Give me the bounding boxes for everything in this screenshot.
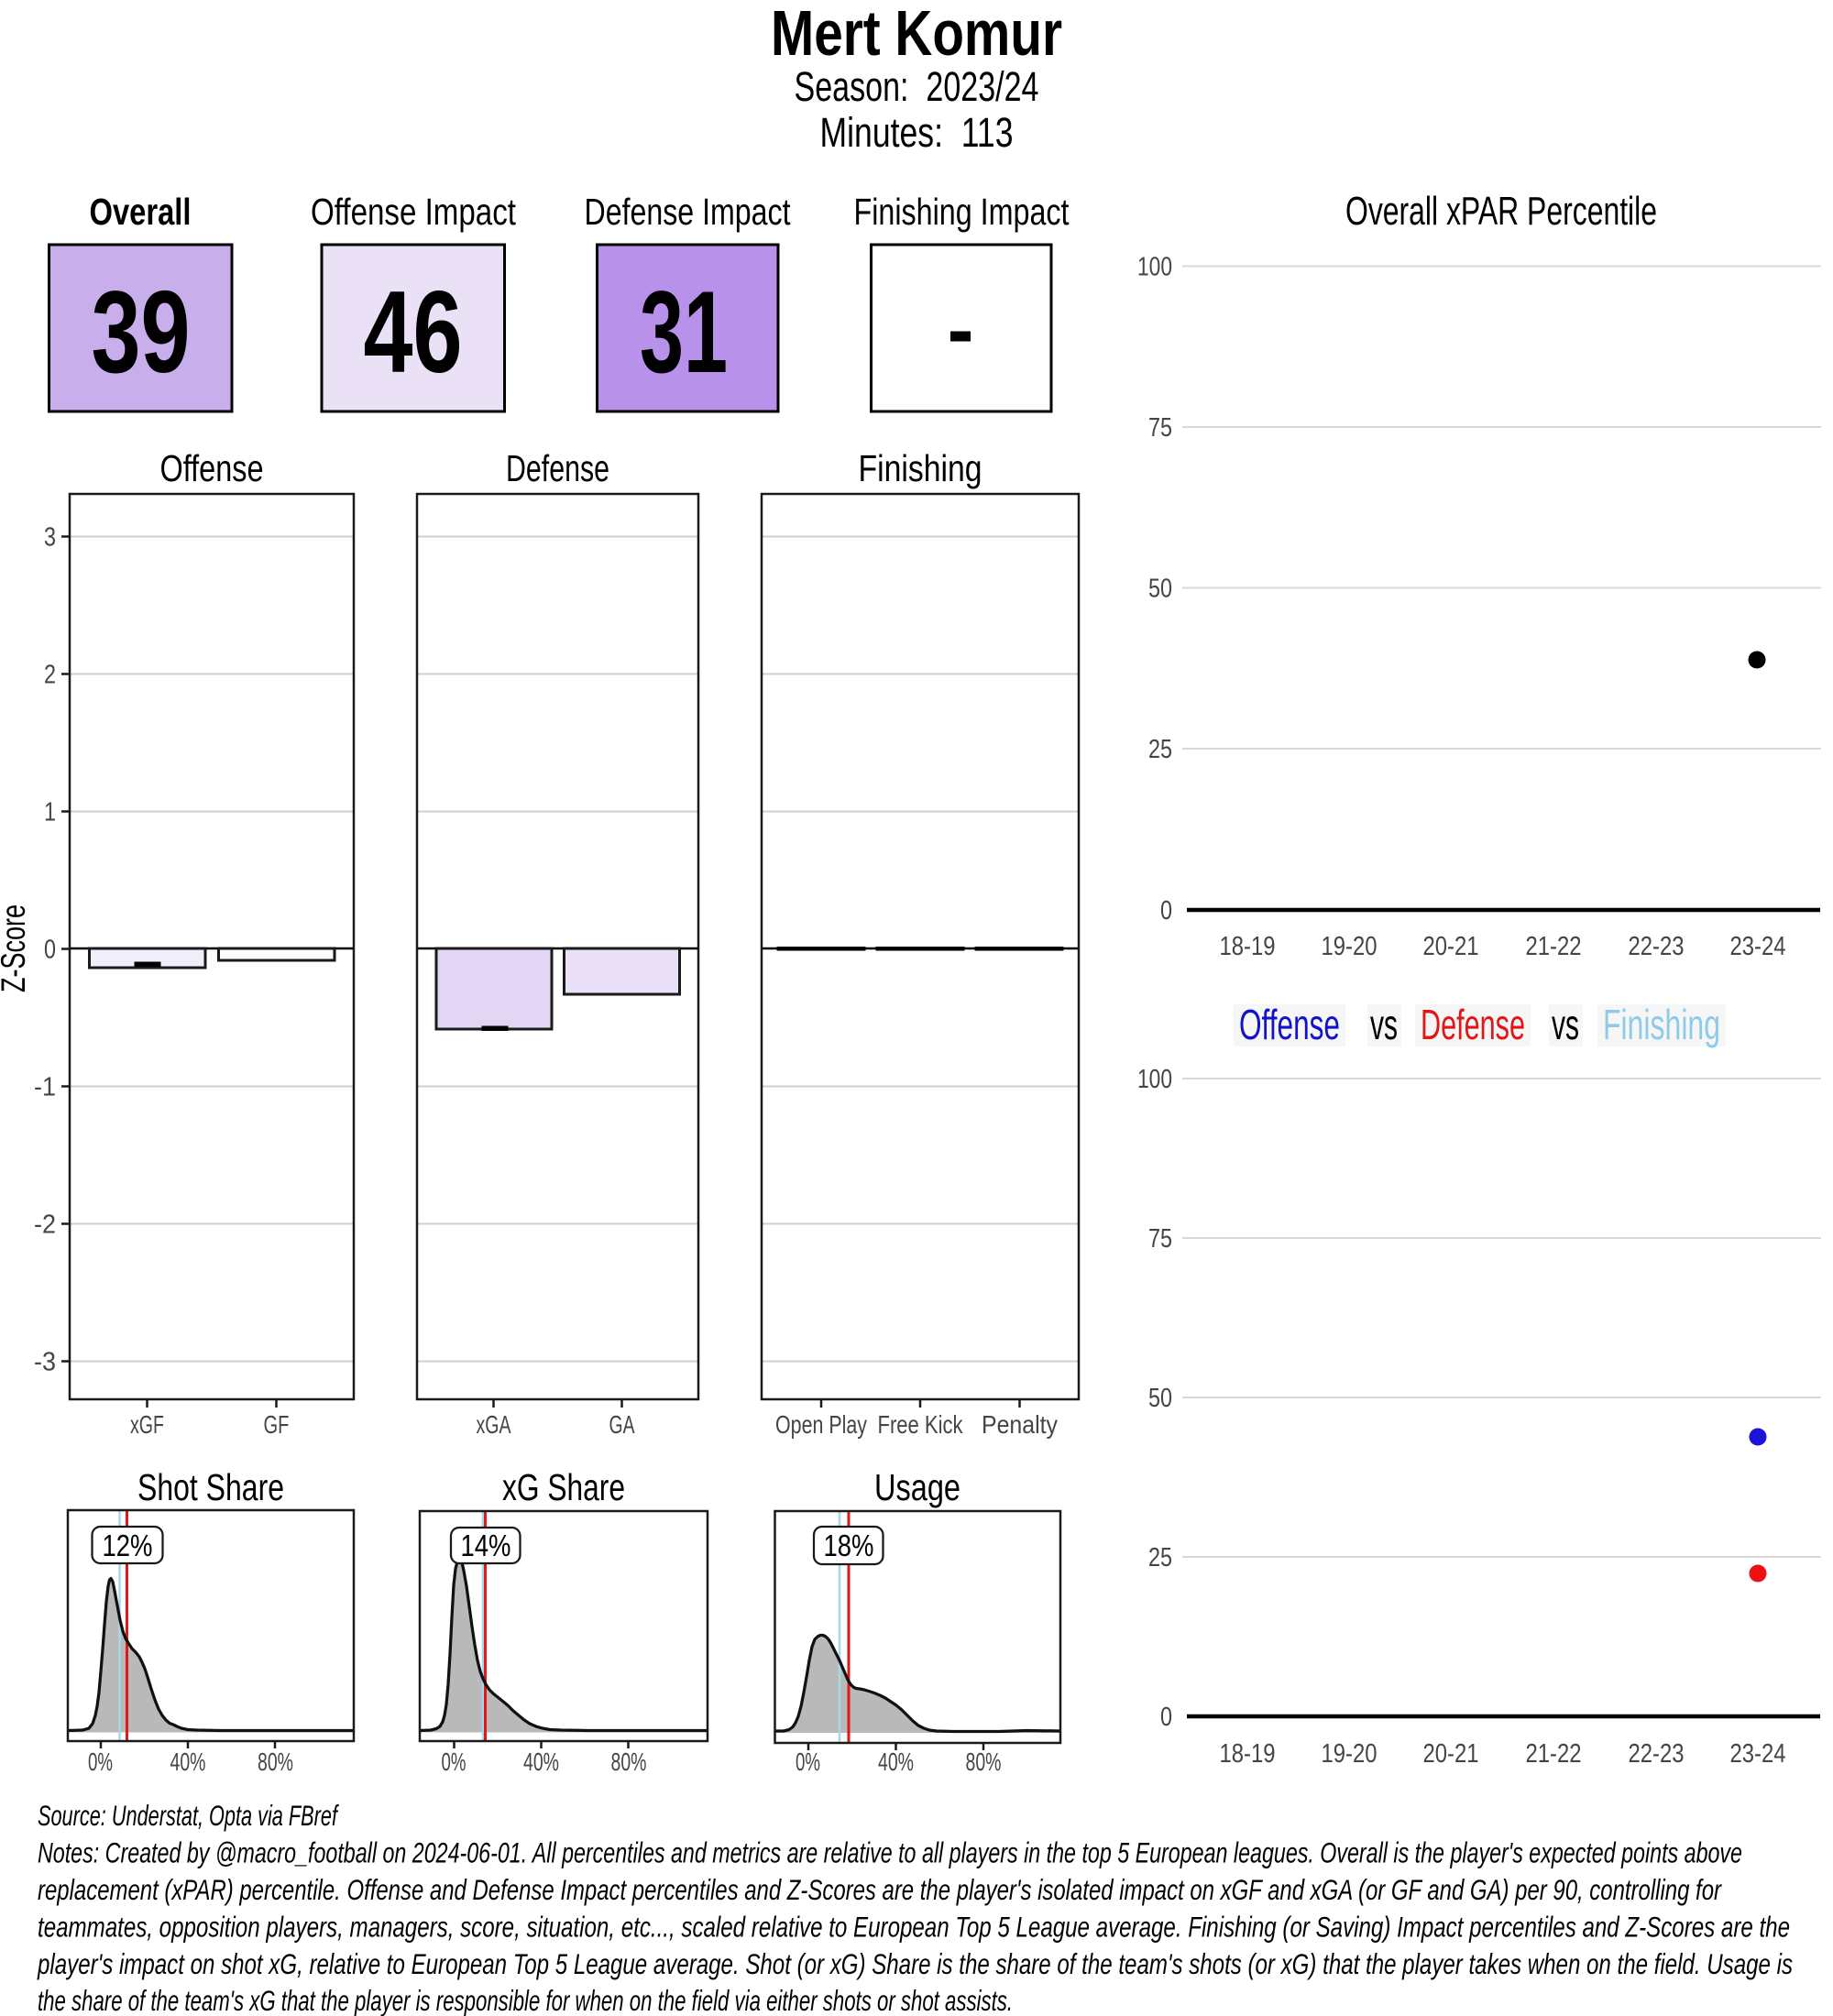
svg-text:replacement (xPAR) percentile.: replacement (xPAR) percentile. Offense a… (38, 1873, 1722, 1906)
svg-text:Z-Score: Z-Score (0, 904, 32, 992)
svg-text:Shot Share: Shot Share (137, 1466, 284, 1508)
svg-text:12%: 12% (103, 1528, 153, 1562)
svg-text:Finishing: Finishing (1603, 1001, 1720, 1048)
svg-text:18-19: 18-19 (1220, 1739, 1276, 1769)
svg-text:40%: 40% (878, 1748, 914, 1776)
svg-text:Minutes: 113: Minutes: 113 (820, 109, 1014, 156)
svg-text:1: 1 (44, 798, 56, 827)
svg-text:75: 75 (1148, 413, 1172, 443)
svg-text:80%: 80% (966, 1748, 1002, 1776)
svg-text:31: 31 (640, 267, 728, 397)
svg-text:40%: 40% (523, 1748, 559, 1776)
svg-text:14%: 14% (461, 1528, 511, 1562)
svg-text:0: 0 (1160, 1703, 1172, 1732)
svg-text:40%: 40% (170, 1748, 206, 1776)
svg-text:xG Share: xG Share (502, 1466, 625, 1508)
svg-text:Season: 2023/24: Season: 2023/24 (795, 63, 1039, 110)
svg-text:80%: 80% (258, 1748, 293, 1776)
svg-text:Offense: Offense (1239, 1001, 1340, 1048)
svg-text:Finishing: Finishing (859, 447, 982, 489)
svg-text:-1: -1 (34, 1073, 56, 1102)
svg-text:GF: GF (264, 1410, 290, 1439)
svg-text:23-24: 23-24 (1730, 1739, 1786, 1769)
svg-text:0: 0 (1160, 896, 1172, 926)
svg-text:25: 25 (1148, 1543, 1172, 1572)
svg-text:75: 75 (1148, 1224, 1172, 1254)
svg-text:50: 50 (1148, 575, 1172, 604)
svg-text:18-19: 18-19 (1220, 932, 1276, 961)
svg-text:Source: Understat, Opta via FB: Source: Understat, Opta via FBref (38, 1799, 339, 1832)
svg-text:Defense Impact: Defense Impact (585, 191, 791, 233)
svg-text:19-20: 19-20 (1322, 932, 1377, 961)
svg-text:22-23: 22-23 (1629, 932, 1685, 961)
svg-text:Finishing Impact: Finishing Impact (854, 191, 1070, 233)
svg-text:22-23: 22-23 (1629, 1739, 1685, 1769)
svg-text:Overall xPAR Percentile: Overall xPAR Percentile (1345, 189, 1657, 234)
svg-text:39: 39 (92, 267, 191, 397)
svg-text:Overall: Overall (90, 191, 192, 233)
svg-text:0: 0 (44, 936, 56, 965)
svg-text:the share of the team's xG tha: the share of the team's xG that the play… (38, 1984, 1013, 2016)
svg-text:0%: 0% (88, 1748, 113, 1776)
svg-text:Usage: Usage (874, 1466, 960, 1508)
svg-text:100: 100 (1137, 1065, 1172, 1094)
svg-text:0%: 0% (796, 1748, 820, 1776)
svg-text:xGA: xGA (477, 1410, 511, 1439)
svg-text:-3: -3 (34, 1348, 56, 1377)
svg-text:Mert Komur: Mert Komur (771, 0, 1062, 69)
svg-text:Offense: Offense (160, 447, 264, 489)
svg-text:Notes: Created by @macro_footb: Notes: Created by @macro_football on 202… (38, 1836, 1742, 1869)
svg-text:2: 2 (44, 661, 56, 690)
svg-text:100: 100 (1137, 253, 1172, 282)
svg-text:21-22: 21-22 (1526, 932, 1582, 961)
svg-text:-2: -2 (34, 1211, 56, 1240)
svg-text:18%: 18% (824, 1528, 874, 1562)
svg-text:player's impact on shot xG, re: player's impact on shot xG, relative to … (37, 1947, 1793, 1980)
svg-text:0%: 0% (442, 1748, 466, 1776)
svg-text:xGF: xGF (130, 1410, 164, 1439)
svg-text:Penalty: Penalty (982, 1410, 1058, 1439)
svg-text:3: 3 (44, 523, 56, 553)
svg-text:vs: vs (1552, 1001, 1579, 1048)
svg-text:Offense Impact: Offense Impact (311, 191, 516, 233)
svg-text:vs: vs (1370, 1001, 1398, 1048)
svg-text:80%: 80% (611, 1748, 647, 1776)
svg-text:GA: GA (609, 1410, 635, 1439)
svg-text:teammates, opposition players,: teammates, opposition players, managers,… (38, 1911, 1790, 1944)
svg-text:46: 46 (364, 267, 463, 397)
svg-text:23-24: 23-24 (1730, 932, 1786, 961)
svg-text:Defense: Defense (1421, 1001, 1525, 1048)
svg-text:50: 50 (1148, 1384, 1172, 1413)
svg-text:Free Kick: Free Kick (878, 1410, 964, 1439)
svg-text:20-21: 20-21 (1423, 932, 1479, 961)
svg-text:25: 25 (1148, 735, 1172, 764)
svg-text:20-21: 20-21 (1423, 1739, 1479, 1769)
svg-text:Defense: Defense (506, 447, 609, 489)
svg-text:21-22: 21-22 (1526, 1739, 1582, 1769)
svg-text:Open Play: Open Play (775, 1410, 867, 1439)
svg-text:19-20: 19-20 (1322, 1739, 1377, 1769)
